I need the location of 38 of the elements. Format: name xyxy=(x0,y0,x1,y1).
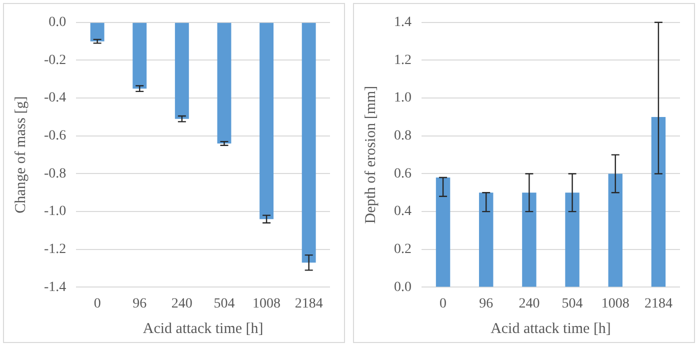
x-tick-label: 240 xyxy=(518,296,540,312)
x-axis-title: Acid attack time [h] xyxy=(142,320,264,337)
bar xyxy=(522,192,536,287)
y-tick-label: -0.8 xyxy=(44,166,66,182)
y-tick-label: -0.6 xyxy=(44,128,66,144)
y-tick-label: 0.2 xyxy=(394,242,412,258)
x-tick-label: 504 xyxy=(562,296,583,312)
y-tick-label: 1.0 xyxy=(394,90,412,106)
x-axis-title: Acid attack time [h] xyxy=(490,320,611,337)
y-tick-label: -1.4 xyxy=(44,280,66,295)
y-tick-label: 0.0 xyxy=(394,280,412,295)
x-tick-label: 2184 xyxy=(644,296,672,312)
bar xyxy=(436,177,450,287)
y-axis-title: Change of mass [g] xyxy=(12,96,29,214)
y-tick-label: 0.6 xyxy=(394,166,412,182)
x-tick-label: 2184 xyxy=(294,296,323,312)
y-axis-title: Depth of erosion [mm] xyxy=(362,86,379,224)
x-tick-label: 96 xyxy=(132,296,147,312)
y-tick-label: 1.2 xyxy=(394,52,412,68)
bar xyxy=(651,116,666,287)
x-tick-label: 96 xyxy=(479,296,494,312)
y-tick-label: 0.4 xyxy=(394,204,412,220)
x-tick-label: 1008 xyxy=(601,296,630,312)
bar xyxy=(565,192,580,287)
x-tick-label: 240 xyxy=(171,296,192,312)
x-tick-label: 0 xyxy=(440,296,447,312)
bar xyxy=(479,192,494,287)
y-tick-label: 0.0 xyxy=(48,15,66,30)
y-tick-label: 1.4 xyxy=(394,15,412,30)
x-tick-label: 504 xyxy=(214,296,235,312)
y-tick-label: -1.0 xyxy=(44,204,66,220)
y-tick-label: 0.8 xyxy=(394,128,412,144)
y-tick-label: -0.4 xyxy=(44,90,66,106)
x-tick-label: 0 xyxy=(94,296,101,312)
y-tick-label: -1.2 xyxy=(44,242,66,258)
x-tick-label: 1008 xyxy=(252,296,281,312)
bar xyxy=(608,174,622,287)
y-tick-label: -0.2 xyxy=(44,52,66,68)
